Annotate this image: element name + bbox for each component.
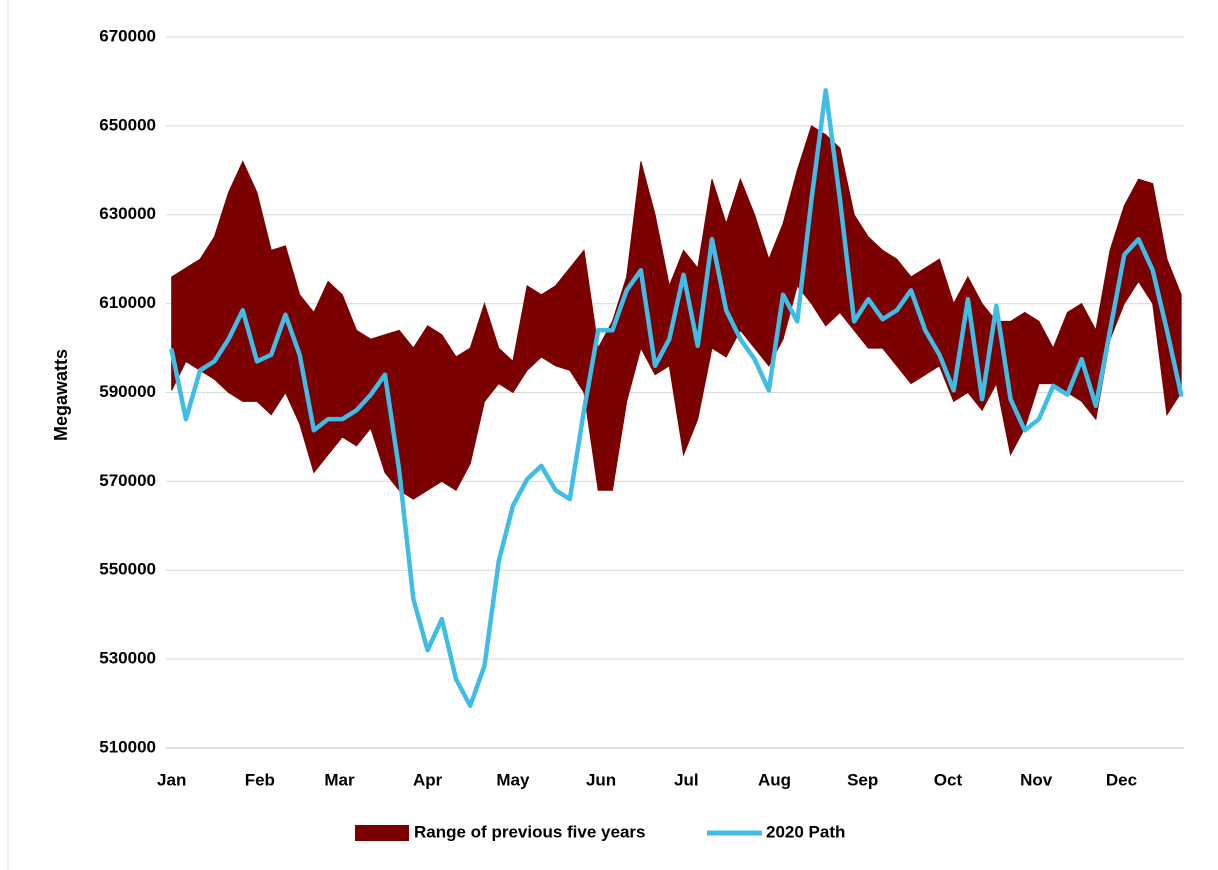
x-tick-label: Oct: [934, 770, 963, 789]
x-tick-label: Dec: [1106, 770, 1137, 789]
y-tick-label: 650000: [99, 115, 156, 134]
x-tick-label: Jul: [674, 770, 699, 789]
y-tick-label: 610000: [99, 293, 156, 312]
y-tick-label: 550000: [99, 560, 156, 579]
y-axis-label: Megawatts: [51, 349, 71, 441]
x-tick-label: Aug: [758, 770, 791, 789]
legend-label: Range of previous five years: [414, 822, 645, 841]
x-tick-label: Jan: [157, 770, 186, 789]
x-tick-label: Feb: [245, 770, 275, 789]
x-tick-label: Apr: [413, 770, 443, 789]
legend-label: 2020 Path: [766, 822, 845, 841]
y-tick-label: 630000: [99, 204, 156, 223]
y-tick-label: 570000: [99, 471, 156, 490]
x-tick-label: Mar: [324, 770, 355, 789]
y-tick-label: 510000: [99, 737, 156, 756]
y-tick-label: 530000: [99, 649, 156, 668]
y-tick-label: 590000: [99, 382, 156, 401]
x-tick-label: Sep: [847, 770, 878, 789]
x-tick-label: Jun: [586, 770, 616, 789]
x-tick-label: May: [496, 770, 530, 789]
x-tick-label: Nov: [1020, 770, 1053, 789]
line: [169, 88, 1184, 709]
legend-swatch: [355, 825, 409, 841]
y-tick-label: 670000: [99, 26, 156, 45]
